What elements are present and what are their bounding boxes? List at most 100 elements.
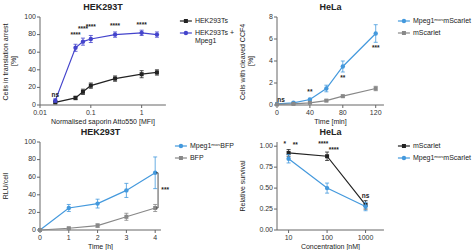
error-bar (81, 38, 85, 45)
series (275, 25, 378, 106)
x-tick-label: 2 (96, 234, 100, 241)
series-line (40, 208, 155, 230)
text-line: Mpeg1 (195, 37, 217, 45)
y-tick-label: 0.50 (259, 184, 273, 191)
chart-panel: HEK293T0.010.11020406080100Normalised sa… (2, 2, 234, 126)
series-line (55, 33, 157, 101)
annotation: * (284, 140, 287, 147)
y-axis-label: Relative survival (239, 160, 246, 211)
y-tick (274, 188, 277, 189)
legend-label: Mpeg1ᵐᵒˢmScarlet (413, 154, 471, 162)
title: HeLa (319, 2, 342, 12)
plot-area (38, 157, 158, 232)
text-line: Cells with cleaved CCF4 (239, 22, 246, 100)
x-axis-label: Time [h] (88, 243, 113, 250)
series (53, 30, 159, 103)
series (53, 70, 159, 105)
title: HEK293T (83, 2, 123, 12)
legend-marker (402, 31, 406, 35)
legend-label: BFP (190, 154, 204, 161)
text-line: mScarlet (413, 29, 441, 36)
y-tick (37, 142, 40, 143)
annotation: ** (307, 88, 313, 95)
text-line: Time [min] (314, 118, 346, 126)
error-bar (155, 70, 159, 75)
x-tick-label: 0.01 (33, 109, 47, 116)
y-axis (40, 142, 41, 230)
x-tick-label: 40 (306, 109, 314, 116)
point (291, 101, 295, 105)
x-tick (126, 230, 127, 233)
series-line (289, 153, 366, 205)
point (73, 46, 77, 50)
x-tick-label: 1000 (358, 234, 374, 241)
y-tick (37, 194, 40, 195)
chart-panel: HeLa1010010000.000.250.500.751.00Concent… (239, 127, 471, 250)
point (81, 39, 85, 43)
annotation: *** (161, 186, 169, 193)
text-line: Cells in translation arrest (2, 22, 9, 101)
y-tick (37, 87, 40, 88)
error-bar (324, 85, 328, 92)
series (38, 204, 157, 232)
point (67, 206, 71, 210)
point (81, 90, 85, 94)
y-tick (37, 212, 40, 213)
chart-panel: HeLa0408012002468Time [min]Cells with cl… (239, 2, 471, 126)
annotation: **** (86, 23, 97, 30)
point (324, 86, 328, 90)
legend-marker (402, 156, 406, 160)
legend-marker (184, 31, 188, 35)
y-axis-label: Cells with cleaved CCF4 [%] (239, 22, 255, 100)
text-line: Mpeg1ᵐᵒˢmScarlet (413, 17, 471, 25)
point (374, 31, 378, 35)
x-axis (40, 105, 166, 106)
y-tick (37, 159, 40, 160)
point (286, 157, 290, 161)
error-bar (364, 202, 368, 210)
legend-label: HEK293Ts (195, 17, 229, 24)
point (291, 102, 295, 106)
legend-label: Mpeg1ᵐᵒˢBFP (190, 142, 234, 150)
figure: HEK293T0.010.11020406080100Normalised sa… (0, 0, 474, 250)
root: HEK293T0.010.11020406080100Normalised sa… (0, 0, 474, 250)
point (38, 228, 42, 232)
y-tick-label: 4 (269, 57, 273, 64)
point (363, 204, 367, 208)
x-tick (155, 230, 156, 233)
point (325, 186, 329, 190)
text-line: Time [h] (88, 243, 113, 250)
error-bar (96, 224, 100, 228)
x-axis-label: Concentration [nM] (301, 243, 360, 250)
point (140, 72, 144, 76)
y-tick-label: 80 (28, 155, 36, 162)
y-tick-label: 20 (28, 208, 36, 215)
x-tick (365, 230, 366, 233)
text-line: Mpeg1ᵐᵒˢBFP (190, 142, 234, 150)
text-line: HEK293Ts (195, 17, 229, 24)
legend: mScarletMpeg1ᵐᵒˢmScarlet (398, 142, 471, 162)
y-tick-label: 100 (24, 13, 36, 20)
series-line (277, 34, 376, 104)
error-bar (113, 32, 117, 37)
legend-marker (179, 156, 183, 160)
y-tick-label: 0.75 (259, 163, 273, 170)
y-tick (274, 83, 277, 84)
y-tick-label: 100 (24, 138, 36, 145)
point (155, 70, 159, 74)
point (67, 226, 71, 230)
error-bar (324, 100, 328, 102)
x-tick (309, 105, 310, 108)
y-tick (37, 177, 40, 178)
y-tick-label: 1.00 (259, 142, 273, 149)
x-axis (277, 230, 384, 231)
y-tick-label: 0.25 (259, 205, 273, 212)
x-tick (342, 105, 343, 108)
annotation: ns (52, 91, 60, 98)
error-bar (140, 30, 144, 35)
text-line: BFP (190, 154, 204, 161)
error-bar (124, 183, 128, 197)
error-bar (374, 86, 378, 90)
y-tick-label: 40 (28, 66, 36, 73)
y-axis-label: RLU/cell (2, 172, 9, 199)
